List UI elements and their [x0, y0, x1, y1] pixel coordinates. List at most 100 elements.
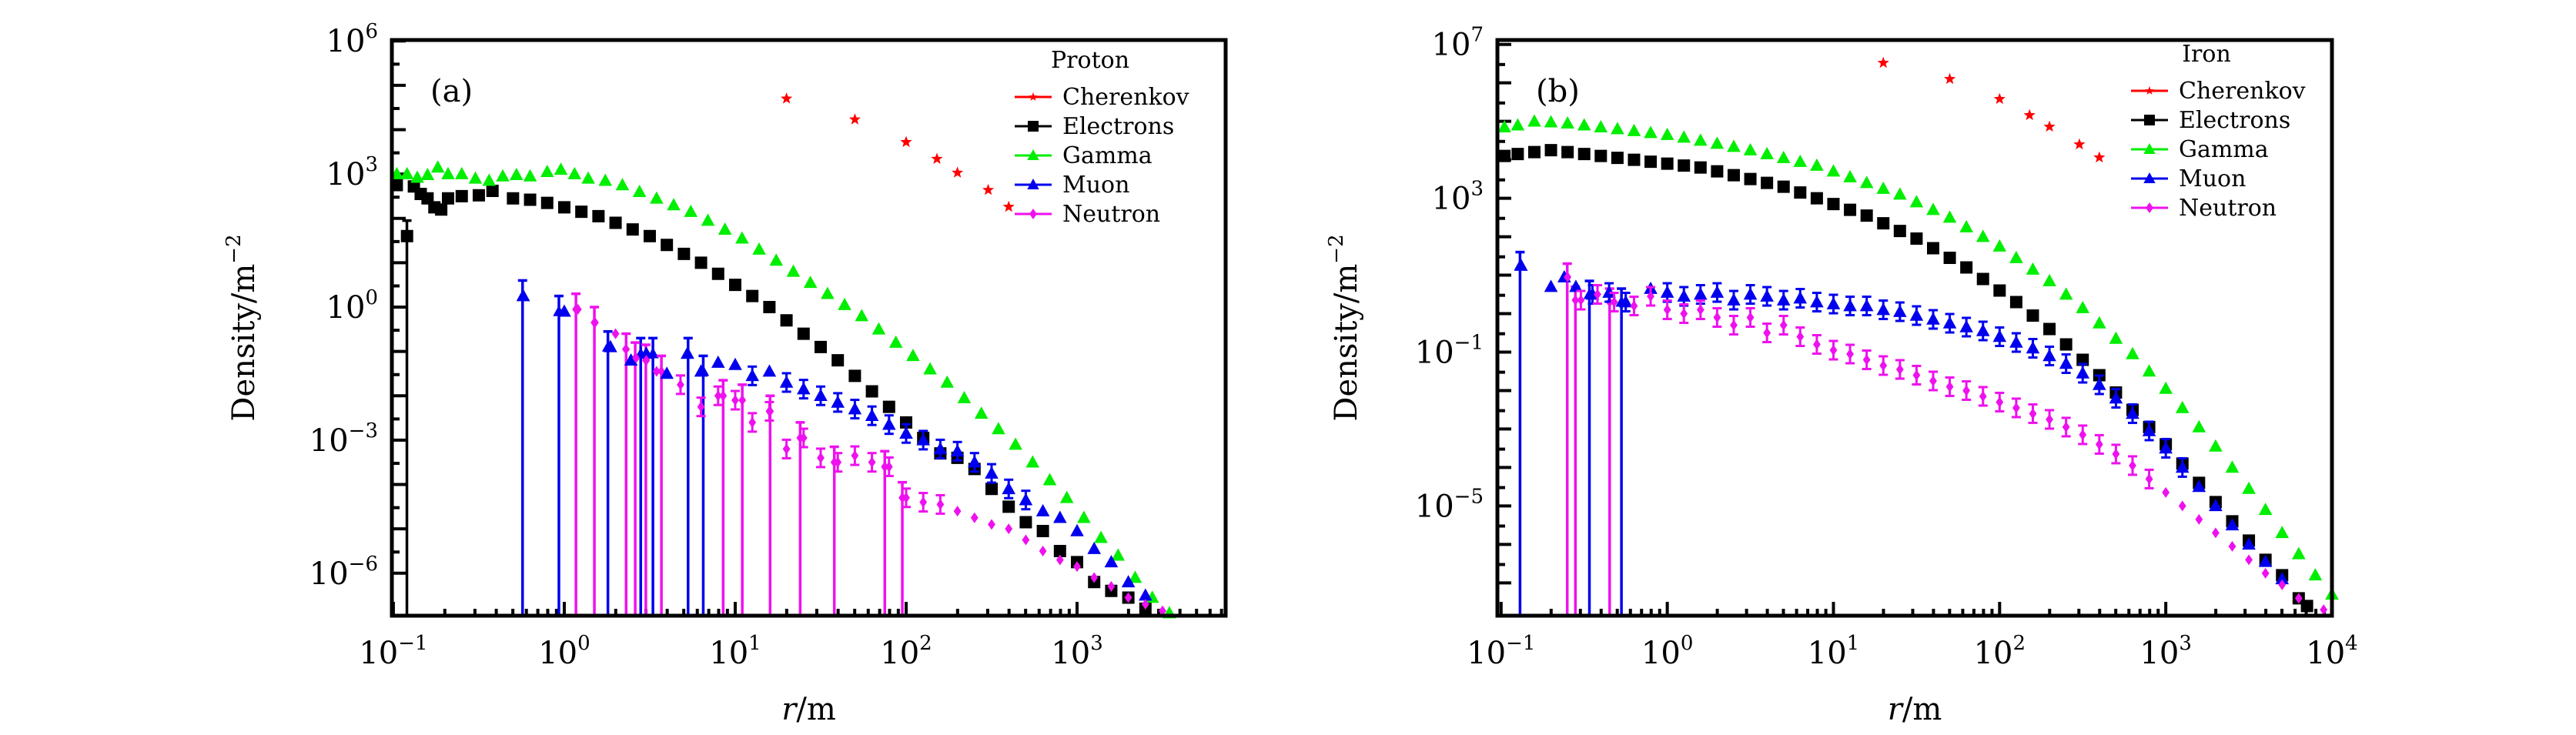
x-tick-label: 103 [2139, 632, 2191, 671]
data-point [1992, 239, 2007, 252]
legend-marker-triangle-icon [2143, 172, 2156, 183]
legend-marker-triangle-icon [1027, 178, 1039, 189]
data-point [745, 369, 759, 382]
x-tick-label: 102 [880, 632, 932, 671]
data-point [1893, 225, 1906, 238]
data-point [1561, 115, 1574, 129]
data-point [2225, 518, 2240, 531]
x-tick-label-base: 10 [1467, 636, 1506, 671]
data-point [1960, 261, 1973, 274]
data-point [786, 264, 801, 277]
data-point [1544, 279, 1558, 292]
data-point [2126, 346, 2139, 359]
legend-marker-square-icon [1028, 121, 1039, 132]
data-point [855, 309, 869, 322]
data-point [2026, 341, 2040, 354]
data-point [831, 354, 845, 367]
data-point [1677, 130, 1691, 143]
data-point [1694, 133, 1708, 146]
data-point [1618, 295, 1633, 308]
data-point [1005, 523, 1013, 535]
data-point [1104, 555, 1119, 568]
data-point [1644, 155, 1658, 169]
x-tick-label-base: 10 [2139, 636, 2179, 671]
data-point [1663, 304, 1671, 316]
data-point [763, 300, 776, 313]
y-tick-label-exp: 3 [1470, 178, 1484, 201]
data-point [472, 189, 485, 202]
x-tick-label-exp: 4 [2345, 632, 2358, 655]
data-point [1544, 115, 1558, 128]
legend-item-electrons: Electrons [2131, 107, 2290, 134]
data-point [848, 369, 861, 383]
data-point [1694, 161, 1707, 174]
y-tick-label-base: 10 [1432, 182, 1471, 217]
data-point [575, 205, 588, 219]
y-tick-label-base: 10 [326, 24, 366, 59]
data-point [1942, 210, 1957, 223]
data-point [1055, 554, 1064, 566]
y-tick-label-base: 10 [309, 423, 349, 459]
data-point [728, 357, 742, 370]
data-point [919, 496, 928, 508]
series-cherenkov [781, 92, 1015, 212]
data-point [1594, 289, 1601, 300]
data-point [1022, 534, 1030, 546]
data-point [2093, 151, 2106, 163]
y-tick-label-base: 10 [1415, 335, 1454, 370]
y-tick-label-exp: 6 [365, 20, 378, 43]
legend-label: Gamma [2179, 136, 2269, 163]
data-point [1710, 285, 1725, 298]
data-point [1992, 329, 2007, 342]
data-point [441, 192, 454, 205]
data-point [2059, 287, 2073, 300]
data-point [1810, 158, 1824, 171]
data-point [1059, 490, 1074, 503]
data-point [661, 239, 674, 252]
data-point [2142, 364, 2156, 377]
data-point [2129, 459, 2136, 471]
data-point [611, 328, 620, 339]
data-point [1727, 139, 1741, 152]
legend-label: Electrons [2179, 107, 2290, 134]
data-point [1943, 252, 1956, 265]
y-tick-label: 10−5 [1415, 485, 1484, 524]
data-point [677, 379, 684, 390]
legend-label: Gamma [1062, 142, 1153, 169]
data-point [1810, 192, 1823, 205]
data-point [1945, 381, 1954, 393]
x-tick-label-exp: 1 [748, 632, 761, 655]
data-point [2192, 479, 2206, 493]
y-tick-label: 107 [1432, 24, 1484, 63]
legend-item-muon: Muon [1015, 172, 1129, 199]
data-point [1743, 142, 1758, 155]
data-point [898, 492, 906, 503]
data-point [888, 335, 903, 348]
x-tick-label-exp: −1 [398, 632, 427, 655]
data-point [1761, 176, 1774, 189]
data-point [899, 426, 913, 439]
data-point [2026, 309, 2039, 322]
data-point [2209, 499, 2223, 512]
data-point [848, 113, 861, 125]
data-point [510, 168, 524, 181]
data-point [650, 191, 664, 204]
data-point [711, 267, 724, 280]
data-point [1776, 292, 1791, 306]
x-tick-label: 104 [2306, 632, 2357, 671]
data-point [2275, 526, 2290, 539]
data-point [1826, 164, 1841, 177]
data-point [1036, 525, 1049, 538]
data-point [1713, 312, 1721, 323]
data-point [624, 352, 638, 366]
data-point [746, 289, 759, 302]
data-point [1763, 327, 1771, 339]
data-point [2145, 473, 2153, 485]
data-point [1680, 308, 1688, 319]
x-axis-label: r/m [781, 692, 836, 727]
data-point [1975, 229, 1990, 242]
data-point [953, 506, 962, 517]
data-point [923, 362, 937, 375]
